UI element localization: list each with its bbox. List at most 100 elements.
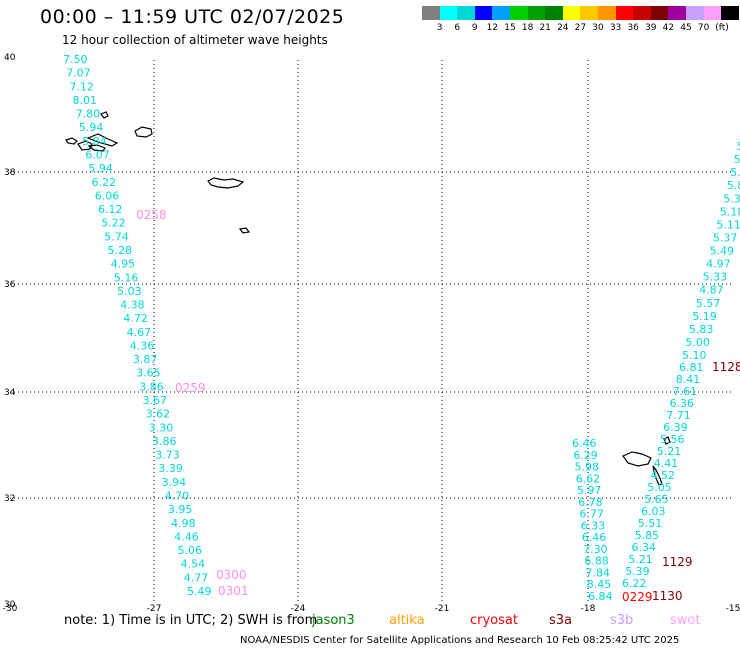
swh-label: 6.77 xyxy=(579,508,604,521)
lat-tick-label: 30 xyxy=(4,600,16,610)
swh-label: 3.65 xyxy=(136,367,161,380)
swh-label: 5.49 xyxy=(710,245,735,258)
legend-swatch xyxy=(580,6,599,20)
swh-label: 3.86 xyxy=(152,435,177,448)
legend-swatch xyxy=(422,6,440,20)
swh-label: 6.81 xyxy=(679,361,704,374)
swh-label: 4.38 xyxy=(120,299,145,312)
island-santa-maria xyxy=(238,227,251,234)
swh-label: 5.51 xyxy=(638,517,663,530)
island-corvo xyxy=(100,111,109,119)
legend-swatch xyxy=(686,6,704,20)
swh-label: 7.30 xyxy=(583,543,608,556)
swh-label: 5.28 xyxy=(108,244,133,257)
legend-tick-label: 6 xyxy=(454,23,461,33)
island-graciosa xyxy=(134,126,153,138)
legend-unit: (ft) xyxy=(715,23,729,33)
legend-swatch xyxy=(703,6,722,20)
satellite-label: s3a xyxy=(549,613,573,628)
swh-label: 5. xyxy=(737,140,740,153)
legend-tick-label: 27 xyxy=(574,23,587,33)
swh-label: 5.06 xyxy=(178,544,203,557)
lon-tick-label: -24 xyxy=(291,604,306,614)
swh-label: 3.62 xyxy=(146,408,171,421)
swh-label: 4.67 xyxy=(127,326,152,339)
legend-tick-label: 45 xyxy=(680,23,692,33)
swh-label: 5. xyxy=(730,166,740,179)
swh-label: 7.61 xyxy=(673,385,698,398)
swh-label: 4.54 xyxy=(181,558,206,571)
swh-label: 5.03 xyxy=(117,285,142,298)
swh-label: 6.03 xyxy=(641,505,666,518)
lon-tick-label: -27 xyxy=(147,604,162,614)
swh-label: 8.45 xyxy=(587,578,612,591)
swh-label: 5.16 xyxy=(114,271,138,284)
legend-tick-label: 33 xyxy=(609,23,622,33)
lat-tick-label: 40 xyxy=(4,53,16,63)
legend-swatch xyxy=(615,6,634,20)
credit-line: NOAA/NESDIS Center for Satellite Applica… xyxy=(240,635,680,646)
swh-label: 5.3 xyxy=(723,192,740,205)
swh-label: 6.39 xyxy=(663,421,688,434)
legend-swatch xyxy=(510,6,528,20)
swh-label: 5.37 xyxy=(713,231,738,244)
swh-label: 3.87 xyxy=(133,353,158,366)
swh-label: 4.70 xyxy=(165,490,190,503)
legend-swatch xyxy=(474,6,493,20)
swh-label: 3.94 xyxy=(162,476,187,489)
legend-tick-label: 18 xyxy=(521,23,534,33)
legend-tick-label: 30 xyxy=(592,23,604,33)
swh-label: 5.65 xyxy=(644,493,669,506)
swh-label: 4.52 xyxy=(651,469,676,482)
legend-swatch xyxy=(562,6,581,20)
pass-time-label: 1128 xyxy=(712,360,740,374)
legend-tick-label: 70 xyxy=(697,23,710,33)
legend-swatch xyxy=(527,6,546,20)
satellite-label: altika xyxy=(389,613,425,628)
swh-label: 4.72 xyxy=(123,312,147,325)
legend-swatch xyxy=(633,6,652,20)
footnote: note: 1) Time is in UTC; 2) SWH is from xyxy=(64,613,318,628)
island-sao-jorge xyxy=(87,144,106,152)
swh-label: 5.94 xyxy=(79,121,104,134)
legend-swatch xyxy=(457,6,476,20)
swh-label: 5.49 xyxy=(187,585,212,598)
swh-label: 6.84 xyxy=(588,590,613,603)
swh-label: 5.19 xyxy=(692,310,717,323)
swh-label: 3.86 xyxy=(139,380,164,393)
pass-time-label: 0259 xyxy=(175,381,206,395)
swh-label: 5.83 xyxy=(689,323,714,336)
legend-swatch xyxy=(439,6,458,20)
swh-label: 7.80 xyxy=(76,108,101,121)
satellite-label: s3b xyxy=(610,613,634,628)
swh-label: 3.95 xyxy=(168,503,193,516)
lat-tick-label: 32 xyxy=(4,494,15,504)
swh-label: 5.98 xyxy=(575,461,600,474)
lat-tick-label: 38 xyxy=(4,168,16,178)
swh-label: 7.71 xyxy=(666,409,691,422)
satellite-label: cryosat xyxy=(470,613,518,628)
swh-label: 4.95 xyxy=(111,258,136,271)
island-outlines xyxy=(65,111,671,486)
swh-label: 5.00 xyxy=(685,336,710,349)
swh-label: 6.46 xyxy=(572,437,597,450)
swh-label: 5.21 xyxy=(657,445,682,458)
island-porto-santo xyxy=(663,436,671,445)
island-faial xyxy=(77,140,93,151)
swh-label: 4.77 xyxy=(184,571,209,584)
swh-label: 5.10 xyxy=(682,349,707,362)
swh-label: 6.88 xyxy=(584,555,609,568)
swh-label: 5.05 xyxy=(647,481,672,494)
lon-tick-label: -21 xyxy=(435,604,450,614)
legend-tick-label: 21 xyxy=(539,23,551,33)
swh-label: 5.94 xyxy=(88,162,113,175)
legend-tick-label: 15 xyxy=(504,23,516,33)
swh-label: 5.22 xyxy=(101,217,126,230)
swh-label: 5.56 xyxy=(660,433,685,446)
page-subtitle: 12 hour collection of altimeter wave hei… xyxy=(62,33,328,47)
swh-label: 6.29 xyxy=(573,449,598,462)
swh-label: 3.30 xyxy=(149,421,174,434)
legend-swatch xyxy=(492,6,511,20)
